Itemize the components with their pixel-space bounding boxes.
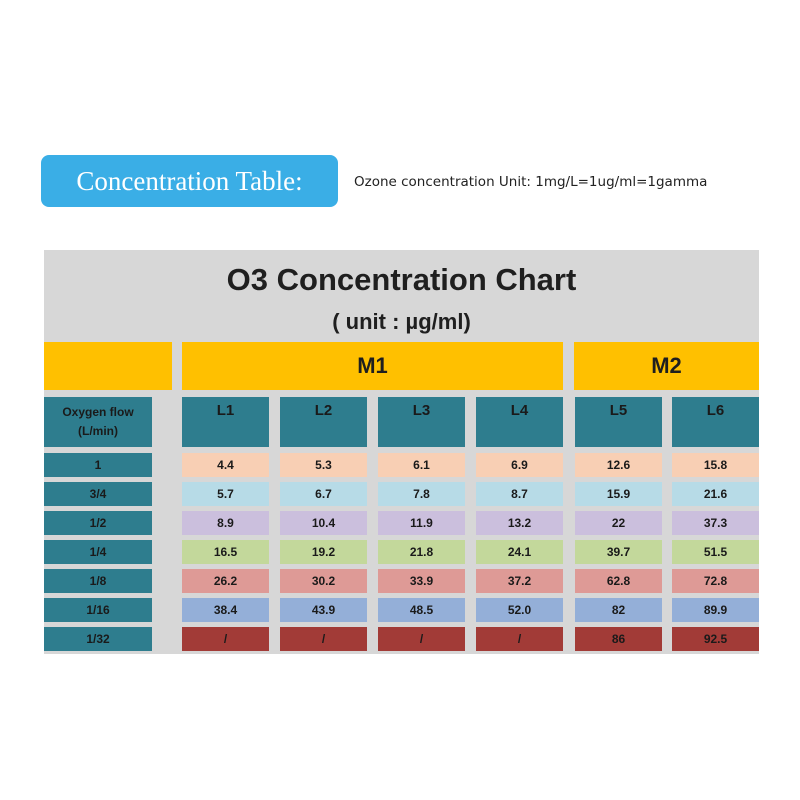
value-cell: 52.0 bbox=[476, 598, 563, 622]
value-cell: 8.7 bbox=[476, 482, 563, 506]
value-cell: / bbox=[182, 627, 269, 651]
value-cell: 72.8 bbox=[672, 569, 759, 593]
value-cell: 15.9 bbox=[575, 482, 662, 506]
value-cell: 24.1 bbox=[476, 540, 563, 564]
column-header-l5: L5 bbox=[575, 397, 662, 447]
column-header-l6: L6 bbox=[672, 397, 759, 447]
value-cell: 33.9 bbox=[378, 569, 465, 593]
flow-cell: 3/4 bbox=[44, 482, 152, 506]
value-cell: 89.9 bbox=[672, 598, 759, 622]
value-cell: / bbox=[476, 627, 563, 651]
flow-cell: 1 bbox=[44, 453, 152, 477]
oxygen-flow-header: Oxygen flow (L/min) bbox=[44, 397, 152, 447]
value-cell: 51.5 bbox=[672, 540, 759, 564]
oxygen-flow-label: Oxygen flow bbox=[62, 405, 134, 419]
unit-note: Ozone concentration Unit: 1mg/L=1ug/ml=1… bbox=[354, 174, 708, 190]
value-cell: 21.6 bbox=[672, 482, 759, 506]
value-cell: 92.5 bbox=[672, 627, 759, 651]
value-cell: 39.7 bbox=[575, 540, 662, 564]
value-cell: 37.2 bbox=[476, 569, 563, 593]
group-label-m2: M2 bbox=[651, 353, 682, 378]
value-cell: / bbox=[378, 627, 465, 651]
flow-cell: 1/4 bbox=[44, 540, 152, 564]
value-cell: 12.6 bbox=[575, 453, 662, 477]
value-cell: 86 bbox=[575, 627, 662, 651]
value-cell: 43.9 bbox=[280, 598, 367, 622]
flow-cell: 1/2 bbox=[44, 511, 152, 535]
value-cell: 10.4 bbox=[280, 511, 367, 535]
value-cell: 6.7 bbox=[280, 482, 367, 506]
flow-cell: 1/8 bbox=[44, 569, 152, 593]
value-cell: 13.2 bbox=[476, 511, 563, 535]
group-label-m1: M1 bbox=[357, 353, 388, 378]
value-cell: 6.1 bbox=[378, 453, 465, 477]
value-cell: 11.9 bbox=[378, 511, 465, 535]
column-header-l4: L4 bbox=[476, 397, 563, 447]
flow-cell: 1/16 bbox=[44, 598, 152, 622]
value-cell: 30.2 bbox=[280, 569, 367, 593]
value-cell: 82 bbox=[575, 598, 662, 622]
value-cell: 19.2 bbox=[280, 540, 367, 564]
group-header-m2 bbox=[574, 342, 759, 390]
value-cell: 8.9 bbox=[182, 511, 269, 535]
value-cell: 26.2 bbox=[182, 569, 269, 593]
value-cell: 4.4 bbox=[182, 453, 269, 477]
value-cell: 22 bbox=[575, 511, 662, 535]
group-header-m1 bbox=[182, 342, 563, 390]
value-cell: 5.7 bbox=[182, 482, 269, 506]
concentration-table-badge: Concentration Table: bbox=[41, 155, 338, 207]
value-cell: 38.4 bbox=[182, 598, 269, 622]
column-header-l1: L1 bbox=[182, 397, 269, 447]
value-cell: 6.9 bbox=[476, 453, 563, 477]
value-cell: 21.8 bbox=[378, 540, 465, 564]
value-cell: 15.8 bbox=[672, 453, 759, 477]
chart-title: O3 Concentration Chart bbox=[226, 262, 577, 297]
column-header-l3: L3 bbox=[378, 397, 465, 447]
value-cell: 16.5 bbox=[182, 540, 269, 564]
value-cell: 62.8 bbox=[575, 569, 662, 593]
flow-cell: 1/32 bbox=[44, 627, 152, 651]
column-header-l2: L2 bbox=[280, 397, 367, 447]
value-cell: / bbox=[280, 627, 367, 651]
value-cell: 37.3 bbox=[672, 511, 759, 535]
chart-subtitle: ( unit : µg/ml) bbox=[332, 309, 471, 334]
value-cell: 48.5 bbox=[378, 598, 465, 622]
group-header-blank bbox=[44, 342, 172, 390]
value-cell: 7.8 bbox=[378, 482, 465, 506]
value-cell: 5.3 bbox=[280, 453, 367, 477]
oxygen-flow-unit: (L/min) bbox=[78, 424, 118, 438]
